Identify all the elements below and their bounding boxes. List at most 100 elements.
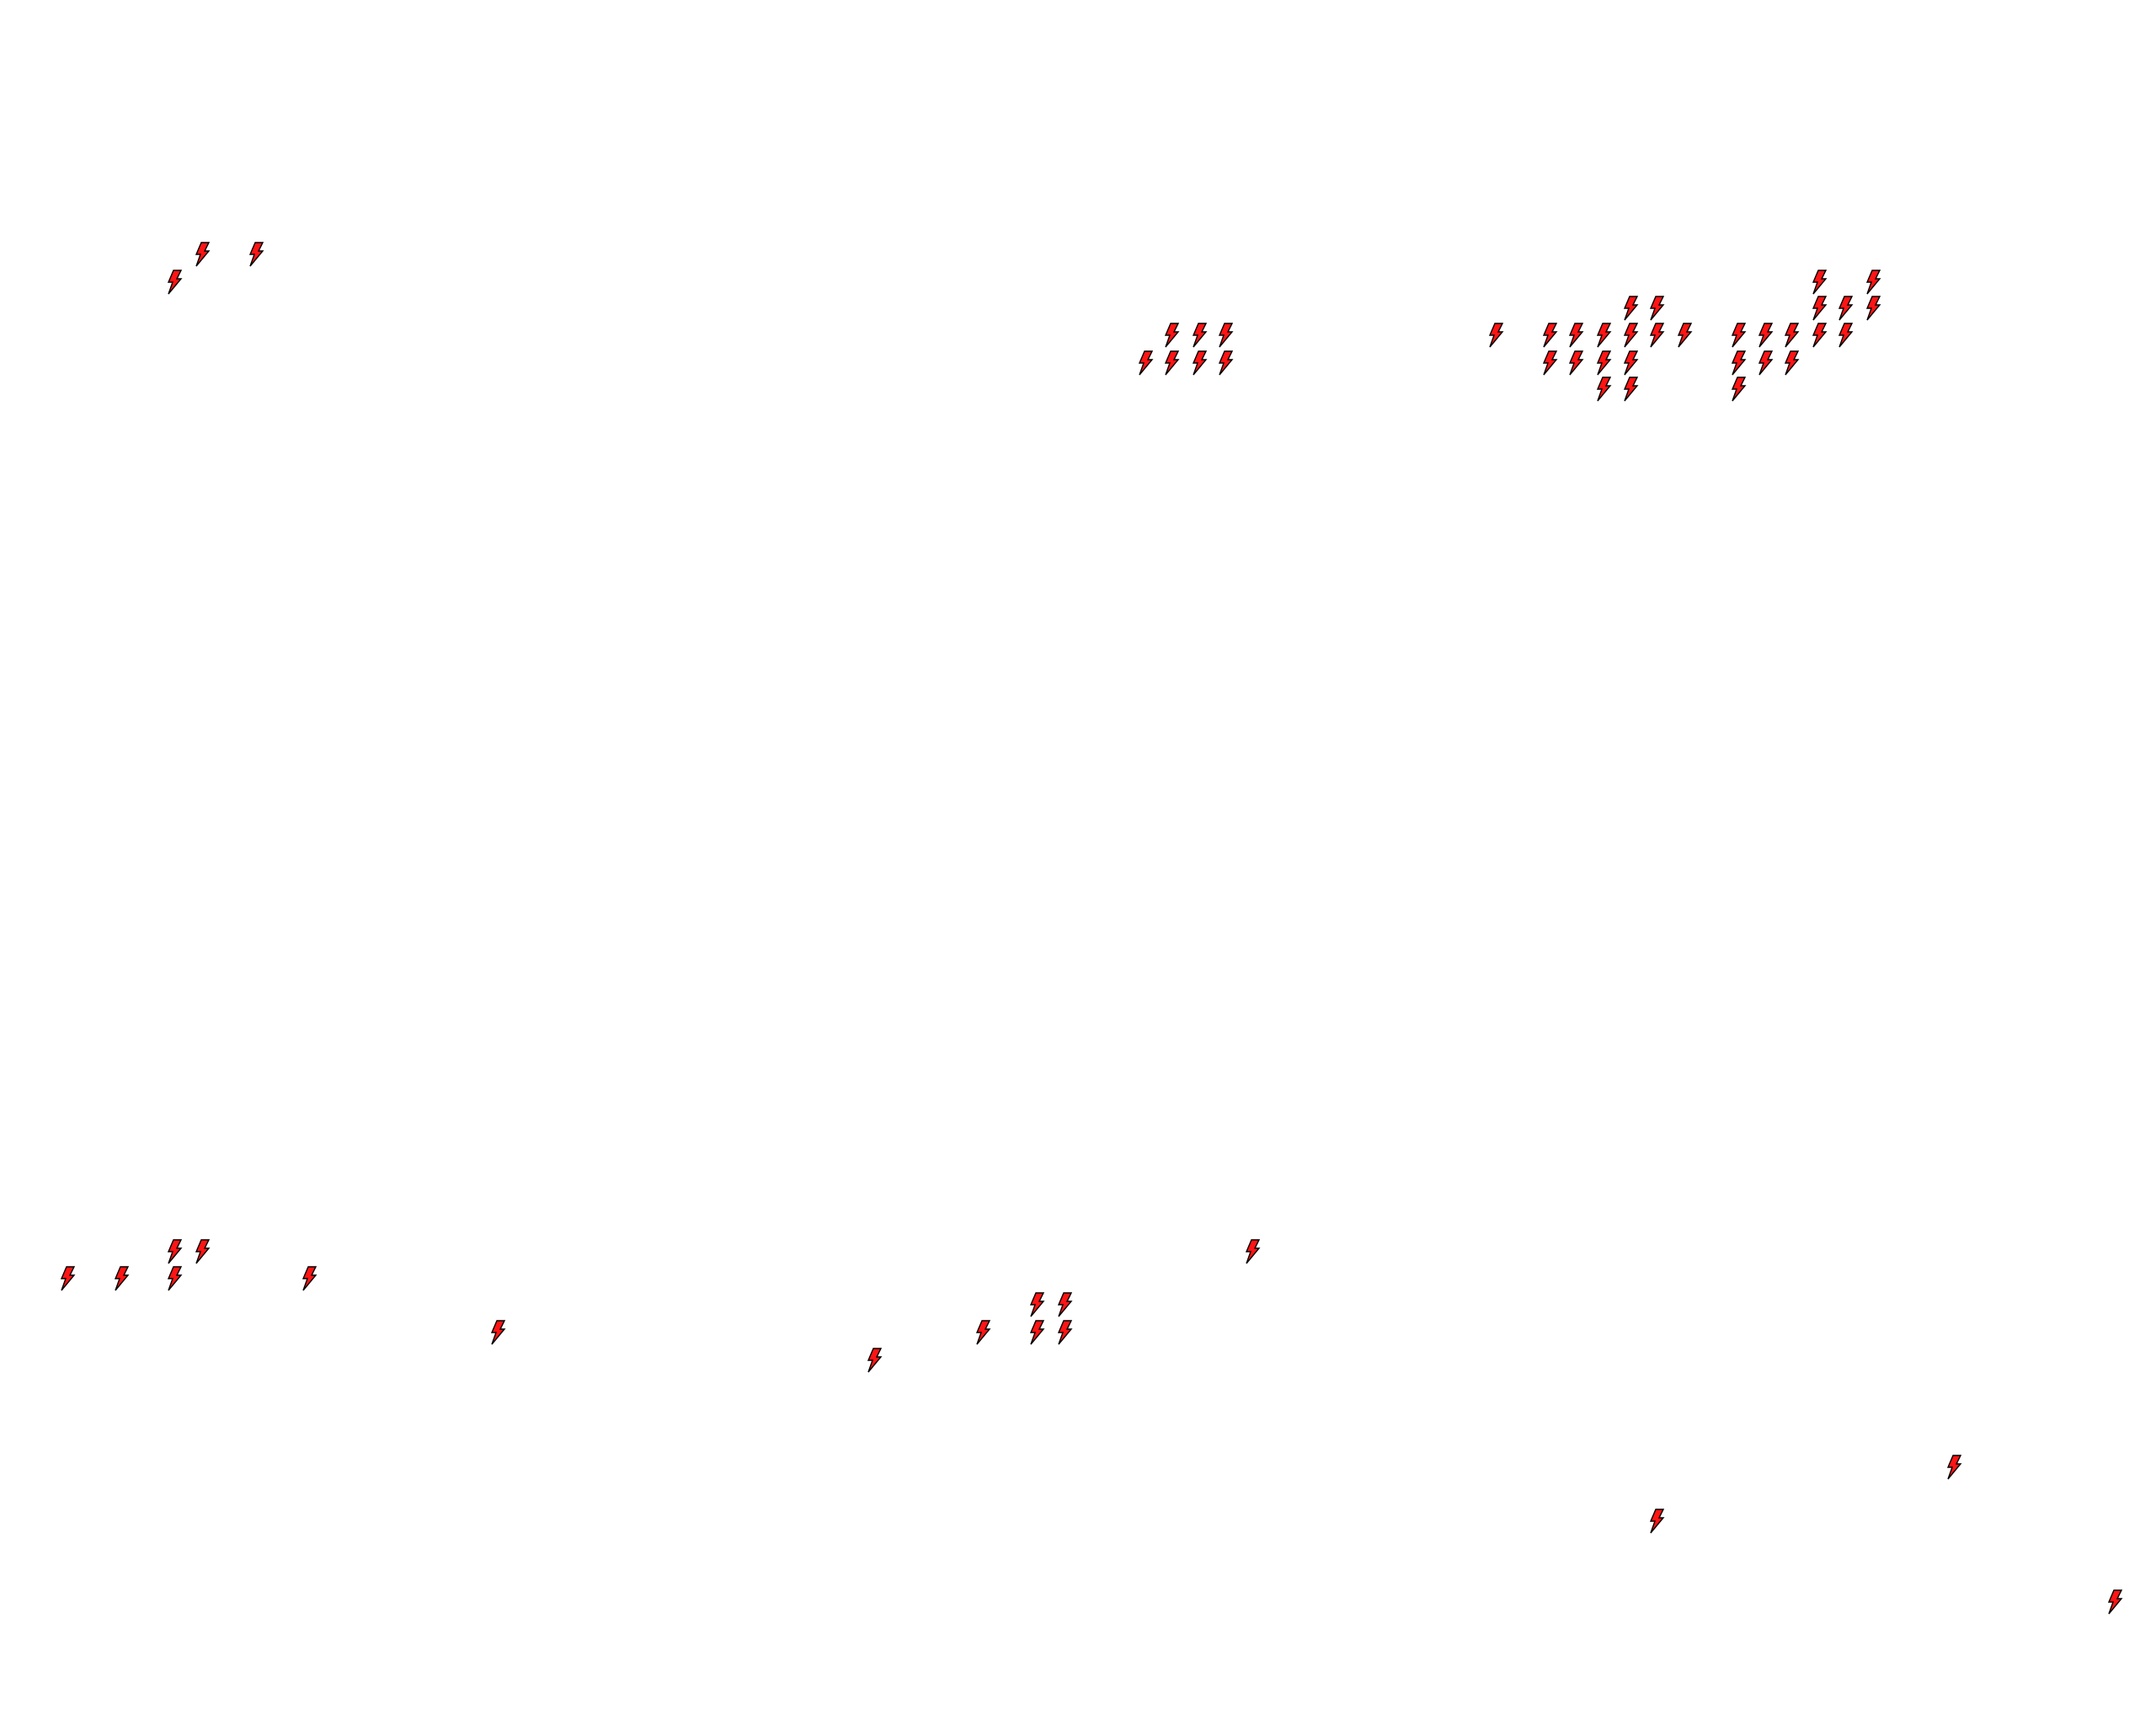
lightning-marker[interactable] (1783, 323, 1800, 348)
lightning-bolt-icon (1218, 323, 1234, 348)
lightning-marker[interactable] (1648, 323, 1665, 348)
lightning-marker[interactable] (1595, 377, 1612, 402)
lightning-bolt-icon (168, 269, 183, 295)
lightning-bolt-icon (1812, 296, 1828, 321)
lightning-bolt-icon (302, 1266, 318, 1291)
lightning-marker[interactable] (1541, 323, 1558, 348)
lightning-marker[interactable] (1191, 350, 1208, 376)
lightning-bolt-icon (195, 242, 211, 267)
lightning-marker[interactable] (1567, 350, 1584, 376)
lightning-bolt-icon (1029, 1292, 1045, 1317)
lightning-marker[interactable] (2106, 1589, 2123, 1615)
lightning-marker[interactable] (1811, 269, 1828, 295)
lightning-marker[interactable] (1757, 323, 1774, 348)
lightning-bolt-icon (1596, 350, 1612, 376)
lightning-marker[interactable] (1865, 269, 1881, 295)
lightning-marker[interactable] (1622, 296, 1639, 321)
lightning-marker[interactable] (248, 242, 264, 267)
lightning-bolt-icon (1164, 350, 1180, 376)
lightning-bolt-icon (1865, 296, 1881, 321)
lightning-marker[interactable] (1595, 350, 1612, 376)
lightning-bolt-icon (1218, 350, 1234, 376)
lightning-bolt-icon (195, 1239, 211, 1264)
lightning-marker[interactable] (1945, 1455, 1962, 1480)
lightning-bolt-icon (1568, 350, 1584, 376)
lightning-marker[interactable] (1783, 350, 1800, 376)
lightning-marker[interactable] (1056, 1292, 1073, 1317)
lightning-bolt-icon (1192, 350, 1208, 376)
lightning-marker[interactable] (1028, 1320, 1045, 1345)
lightning-marker[interactable] (166, 1239, 183, 1264)
lightning-marker[interactable] (166, 269, 183, 295)
lightning-bolt-icon (1758, 323, 1774, 348)
lightning-bolt-icon (1624, 377, 1639, 402)
lightning-marker[interactable] (1217, 350, 1234, 376)
lightning-bolt-icon (867, 1347, 883, 1373)
lightning-bolt-icon (976, 1320, 991, 1345)
lightning-marker[interactable] (1137, 350, 1154, 376)
lightning-marker[interactable] (1648, 1509, 1665, 1534)
lightning-bolt-icon (1192, 323, 1208, 348)
lightning-marker[interactable] (1191, 323, 1208, 348)
lightning-bolt-icon (168, 1239, 183, 1264)
lightning-bolt-icon (1731, 377, 1747, 402)
lightning-marker[interactable] (1056, 1320, 1073, 1345)
lightning-bolt-icon (1596, 377, 1612, 402)
lightning-bolt-icon (1946, 1455, 1962, 1480)
lightning-marker[interactable] (1163, 323, 1180, 348)
lightning-marker[interactable] (166, 1266, 183, 1291)
lightning-marker[interactable] (194, 1239, 211, 1264)
lightning-bolt-icon (1865, 269, 1881, 295)
lightning-marker[interactable] (113, 1266, 130, 1291)
lightning-bolt-icon (1758, 350, 1774, 376)
lightning-marker[interactable] (1757, 350, 1774, 376)
lightning-marker[interactable] (489, 1320, 506, 1345)
lightning-marker[interactable] (1811, 323, 1828, 348)
lightning-bolt-icon (1542, 323, 1558, 348)
lightning-marker[interactable] (1622, 323, 1639, 348)
lightning-marker[interactable] (1217, 323, 1234, 348)
lightning-marker[interactable] (1730, 323, 1747, 348)
lightning-bolt-icon (1029, 1320, 1045, 1345)
lightning-marker[interactable] (1811, 296, 1828, 321)
lightning-bolt-icon (60, 1266, 76, 1291)
lightning-bolt-icon (1812, 323, 1828, 348)
lightning-bolt-icon (490, 1320, 506, 1345)
lightning-marker[interactable] (1837, 296, 1854, 321)
lightning-bolt-icon (1650, 323, 1665, 348)
lightning-bolt-icon (1568, 323, 1584, 348)
lightning-marker[interactable] (194, 242, 211, 267)
lightning-bolt-icon (114, 1266, 130, 1291)
lightning-bolt-icon (1731, 350, 1747, 376)
lightning-bolt-icon (1785, 350, 1800, 376)
lightning-marker[interactable] (1028, 1292, 1045, 1317)
lightning-marker[interactable] (1595, 323, 1612, 348)
lightning-bolt-icon (1542, 350, 1558, 376)
lightning-marker[interactable] (1730, 377, 1747, 402)
lightning-bolt-icon (1246, 1239, 1261, 1264)
lightning-bolt-icon (1138, 350, 1154, 376)
lightning-marker[interactable] (866, 1347, 883, 1373)
lightning-bolt-icon (1057, 1320, 1073, 1345)
lightning-marker[interactable] (1676, 323, 1693, 348)
lightning-bolt-icon (1164, 323, 1180, 348)
lightning-marker[interactable] (1837, 323, 1854, 348)
lightning-marker[interactable] (1865, 296, 1881, 321)
lightning-marker[interactable] (1730, 350, 1747, 376)
lightning-marker[interactable] (1648, 296, 1665, 321)
lightning-marker[interactable] (59, 1266, 76, 1291)
lightning-marker[interactable] (1244, 1239, 1261, 1264)
lightning-marker[interactable] (1567, 323, 1584, 348)
lightning-bolt-icon (1677, 323, 1693, 348)
lightning-marker[interactable] (1622, 377, 1639, 402)
lightning-marker[interactable] (1163, 350, 1180, 376)
lightning-marker[interactable] (301, 1266, 318, 1291)
lightning-marker[interactable] (1541, 350, 1558, 376)
lightning-bolt-icon (168, 1266, 183, 1291)
lightning-marker[interactable] (1622, 350, 1639, 376)
lightning-marker[interactable] (1487, 323, 1504, 348)
lightning-bolt-icon (248, 242, 264, 267)
lightning-marker[interactable] (974, 1320, 991, 1345)
lightning-bolt-icon (1812, 269, 1828, 295)
